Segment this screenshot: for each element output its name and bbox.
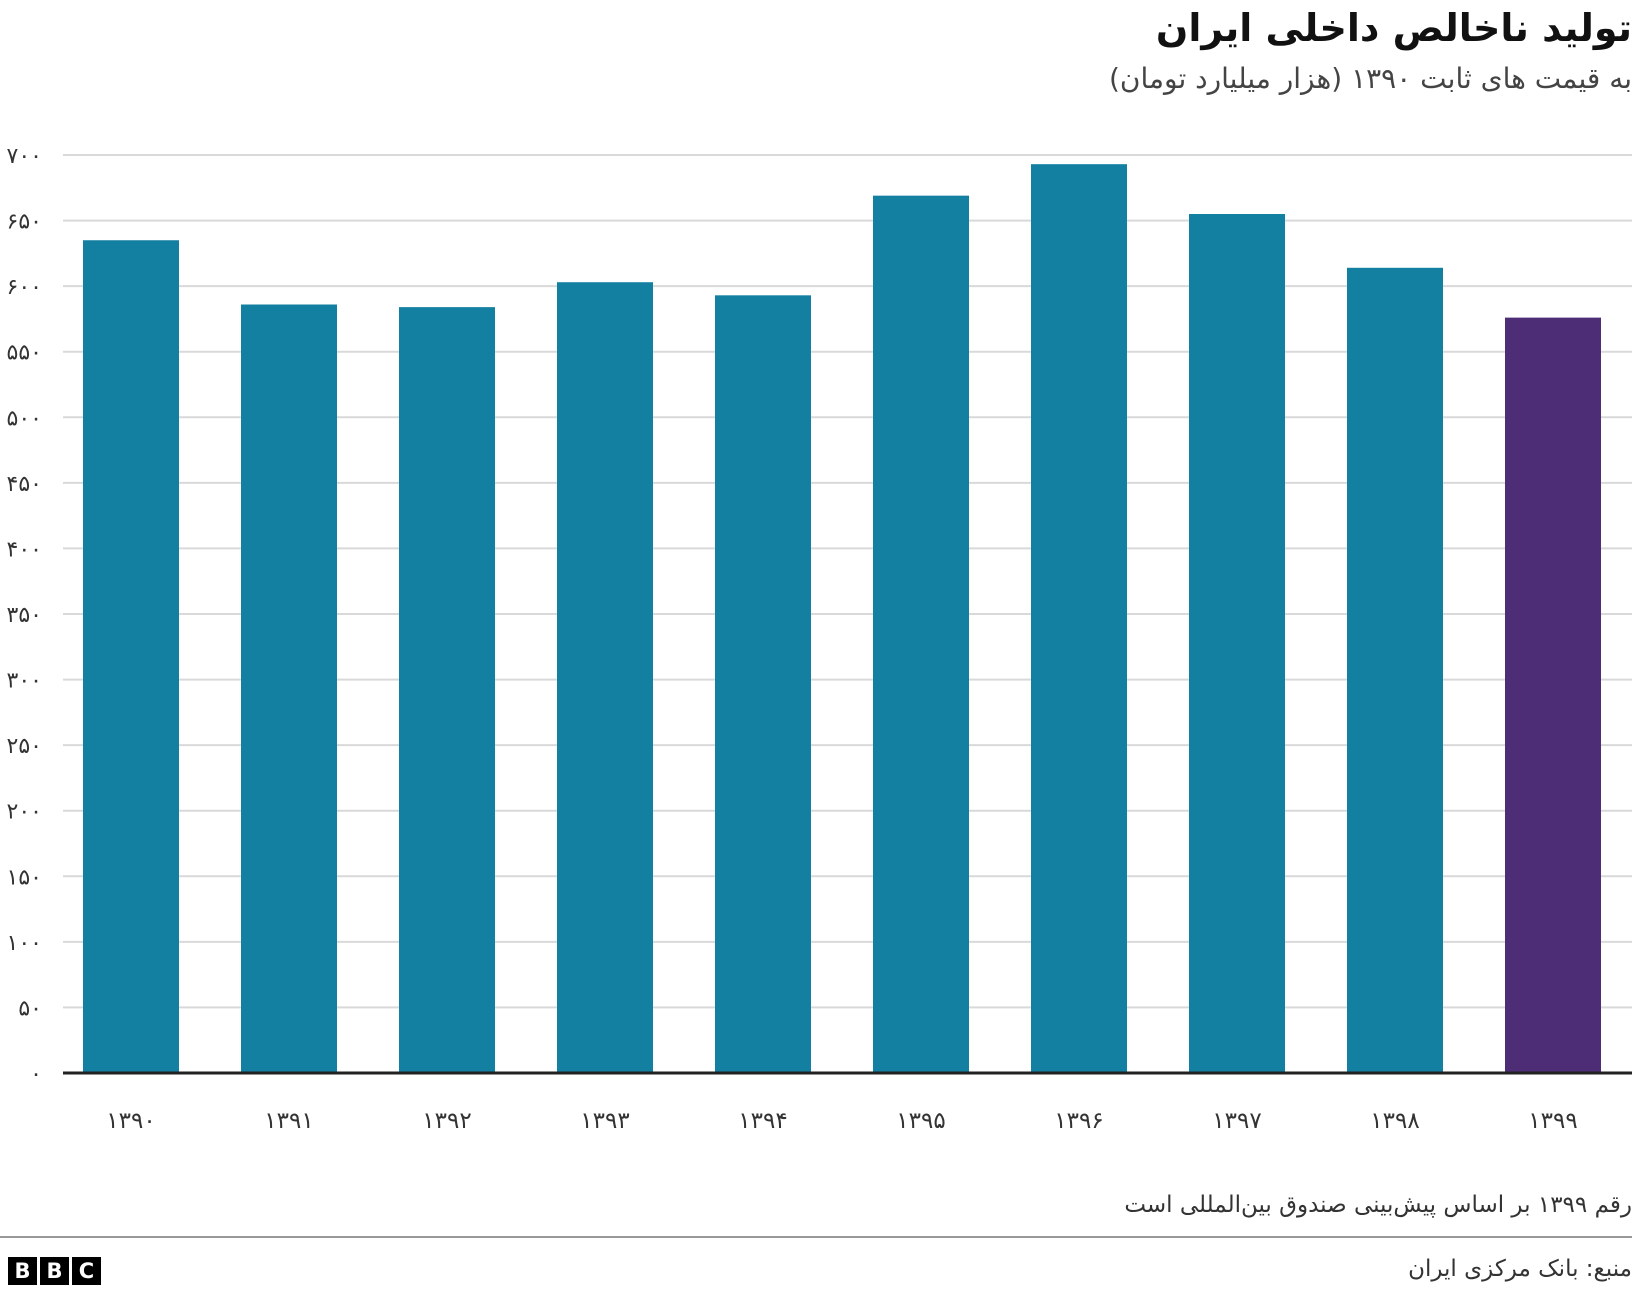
bar-chart: ۰ ۵۰ ۱۰۰ ۱۵۰ ۲۰۰ ۲۵۰ ۳۰۰ ۳۵۰ ۴۰۰ ۴۵۰ ۵۰۰ ۵۵۰ ۶۰۰ ۶۵۰ ۷… [7,144,1632,1134]
y-tick-label: ۲۰۰ [7,800,42,825]
y-tick-label: ۰ [30,1062,42,1087]
y-tick-label: ۷۰۰ [7,144,42,169]
bar [399,307,495,1073]
bar [1347,267,1443,1074]
source-text: منبع: بانک مرکزی ایران [1408,1256,1632,1282]
y-tick-label: ۵۰ [18,996,42,1021]
chart-title: تولید ناخالص داخلی ایران [1155,6,1632,50]
y-tick-label: ۵۰۰ [7,406,42,431]
y-tick-label: ۶۵۰ [7,210,42,235]
bar [83,240,179,1073]
bar [873,195,969,1073]
y-tick-label: ۵۵۰ [7,341,42,366]
y-tick-label: ۱۵۰ [7,865,42,890]
y-axis-ticks: ۰ ۵۰ ۱۰۰ ۱۵۰ ۲۰۰ ۲۵۰ ۳۰۰ ۳۵۰ ۴۰۰ ۴۵۰ ۵۰۰ ۵۵۰ ۶۰۰ ۶۵۰ ۷… [7,144,42,1087]
bbc-logo: B B C [8,1257,101,1285]
y-tick-label: ۴۵۰ [7,472,42,497]
x-tick-label: ۱۳۹۹ [1528,1108,1577,1134]
x-tick-label: ۱۳۹۲ [422,1108,471,1134]
chart-subtitle: به قیمت های ثابت ۱۳۹۰ (هزار میلیارد توما… [1108,62,1632,95]
x-tick-label: ۱۳۹۵ [896,1108,945,1134]
y-tick-label: ۳۵۰ [7,603,42,628]
bars [83,164,1601,1074]
logo-letter: B [8,1257,37,1285]
y-tick-label: ۱۰۰ [7,931,42,956]
y-tick-label: ۶۰۰ [7,275,42,300]
y-tick-label: ۴۰۰ [7,537,42,562]
x-tick-label: ۱۳۹۰ [106,1108,155,1134]
x-tick-label: ۱۳۹۶ [1054,1108,1103,1134]
y-tick-label: ۳۰۰ [7,669,42,694]
bar [1189,214,1285,1073]
x-tick-label: ۱۳۹۸ [1370,1108,1419,1134]
bar [1031,164,1127,1073]
x-axis-ticks: ۱۳۹۰ ۱۳۹۱ ۱۳۹۲ ۱۳۹۳ ۱۳۹۴ ۱۳۹۵ ۱۳۹۶ ۱۳۹۷ ۱۳۹۸ ۱۳۹۹ [106,1108,1577,1134]
logo-letter: C [72,1257,101,1285]
x-tick-label: ۱۳۹۳ [580,1108,629,1134]
logo-letter: B [40,1257,69,1285]
bar [715,295,811,1073]
bar [557,282,653,1073]
y-tick-label: ۲۵۰ [7,734,42,759]
x-tick-label: ۱۳۹۱ [264,1108,313,1134]
footnote: رقم ۱۳۹۹ بر اساس پیش‌بینی صندوق بین‌المل… [1124,1192,1632,1218]
x-tick-label: ۱۳۹۷ [1212,1108,1261,1134]
footer-divider [0,1236,1632,1238]
x-tick-label: ۱۳۹۴ [738,1108,787,1134]
bar [1505,317,1601,1073]
bar [241,304,337,1073]
